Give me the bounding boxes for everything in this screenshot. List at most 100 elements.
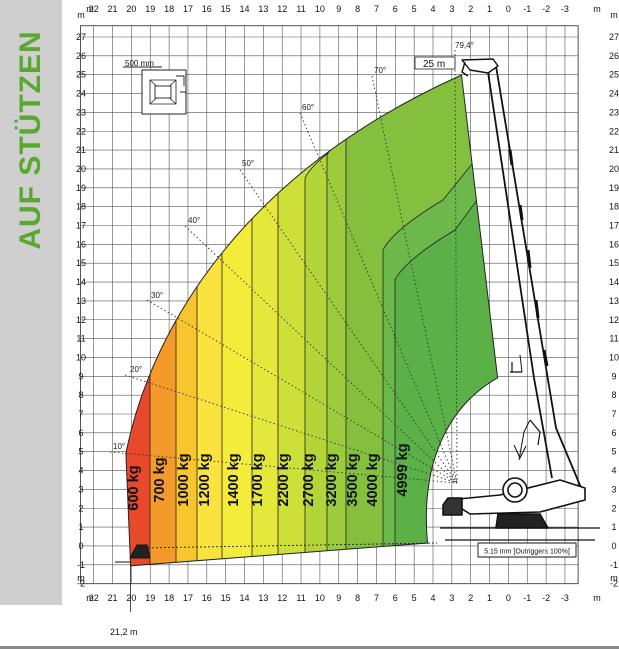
y-tick-right: 20 (609, 164, 619, 174)
grid-frame (80, 25, 579, 585)
x-tick-top: 19 (145, 4, 155, 14)
x-tick-bottom: 21 (108, 593, 118, 603)
y-tick-right: 4 (611, 466, 616, 476)
x-tick-top: -2 (542, 4, 550, 14)
x-tick-top: 8 (355, 4, 360, 14)
x-tick-top: 13 (258, 4, 268, 14)
x-tick-top: 18 (164, 4, 174, 14)
y-tick-left: 19 (76, 183, 86, 193)
y-tick-left: 18 (76, 202, 86, 212)
x-unit-top-right: m (593, 4, 601, 14)
y-tick-left: 21 (76, 145, 86, 155)
y-tick-right: 14 (609, 277, 619, 287)
y-tick-left: 15 (76, 258, 86, 268)
load-label: 1000 kg (176, 453, 192, 506)
x-tick-bottom: -2 (542, 593, 550, 603)
x-unit-bottom-right: m (593, 593, 601, 603)
y-tick-left: 2 (78, 503, 83, 513)
x-tick-bottom: 22 (89, 593, 99, 603)
load-label: 2200 kg (276, 453, 292, 506)
x-tick-top: 21 (108, 4, 118, 14)
y-tick-right: 12 (609, 315, 619, 325)
load-label: 1400 kg (226, 453, 242, 506)
ground-reference-line (139, 542, 438, 549)
y-tick-right: -2 (610, 579, 618, 589)
y-tick-left: 5 (78, 447, 83, 457)
y-tick-left: 7 (78, 409, 83, 419)
x-tick-top: 2 (468, 4, 473, 14)
y-tick-right: 10 (609, 352, 619, 362)
x-tick-bottom: -3 (561, 593, 569, 603)
y-tick-right: 5 (611, 447, 616, 457)
x-tick-top: 14 (239, 4, 249, 14)
y-tick-right: 21 (609, 145, 619, 155)
y-unit-top-left: m (77, 10, 85, 20)
y-tick-left: 3 (78, 484, 83, 494)
x-tick-top: 22 (89, 4, 99, 14)
load-label: 1700 kg (250, 453, 266, 506)
x-tick-bottom: 1 (487, 593, 492, 603)
scale-label: 500 mm (125, 59, 154, 68)
max-reach-label: 21,2 m (110, 627, 138, 637)
boom-length-label: 25 m (423, 59, 445, 70)
load-label: 600 kg (126, 465, 142, 510)
x-tick-top: -1 (523, 4, 531, 14)
x-tick-bottom: 15 (221, 593, 231, 603)
y-tick-right: 1 (611, 522, 616, 532)
y-tick-right: 23 (609, 107, 619, 117)
x-tick-bottom: 12 (277, 593, 287, 603)
x-tick-top: 7 (374, 4, 379, 14)
y-tick-right: 27 (609, 32, 619, 42)
angle-line (239, 169, 458, 484)
x-tick-bottom: 16 (202, 593, 212, 603)
x-tick-top: 16 (202, 4, 212, 14)
x-tick-bottom: 13 (258, 593, 268, 603)
y-tick-left: 10 (76, 352, 86, 362)
y-tick-right: 19 (609, 183, 619, 193)
x-tick-bottom: 4 (430, 593, 435, 603)
y-tick-left: 6 (78, 428, 83, 438)
x-tick-bottom: 10 (315, 593, 325, 603)
outrigger-label: 5.15 mm [Outriggers 100%] (484, 549, 570, 556)
x-tick-top: 3 (449, 4, 454, 14)
y-tick-right: 24 (609, 89, 619, 99)
y-tick-left: 22 (76, 126, 86, 136)
x-tick-bottom: 20 (126, 593, 136, 603)
y-tick-right: 6 (611, 428, 616, 438)
y-tick-right: 11 (609, 334, 618, 344)
y-tick-left: 17 (76, 221, 86, 231)
y-tick-right: 15 (609, 258, 619, 268)
y-tick-left: -2 (77, 579, 85, 589)
y-tick-right: -1 (610, 560, 618, 570)
x-tick-top: 20 (126, 4, 136, 14)
angle-line (371, 75, 458, 484)
x-tick-bottom: 3 (449, 593, 454, 603)
angle-label-79-4: 79,4° (455, 41, 474, 50)
y-tick-right: 0 (611, 541, 616, 551)
y-tick-left: 13 (76, 296, 86, 306)
y-tick-left: 9 (78, 371, 83, 381)
y-unit-top-right: m (610, 10, 618, 20)
load-label: 3200 kg (324, 453, 340, 506)
angle-line (299, 112, 458, 484)
y-tick-left: 24 (76, 89, 86, 99)
load-label: 1200 kg (197, 453, 213, 506)
working-area-outline (125, 74, 499, 567)
angle-label-60: 60° (302, 103, 314, 112)
y-tick-right: 16 (609, 239, 619, 249)
y-tick-right: 18 (609, 202, 619, 212)
y-tick-left: 16 (76, 239, 86, 249)
angle-label-70: 70° (374, 66, 386, 75)
angle-label-50: 50° (242, 159, 254, 168)
angle-lines (109, 49, 458, 484)
y-tick-right: 3 (611, 484, 616, 494)
y-tick-right: 26 (609, 51, 619, 61)
y-tick-left: -1 (77, 560, 85, 570)
angle-label-20: 20° (130, 365, 142, 374)
side-title-band: AUF STÜTZEN (0, 0, 62, 605)
x-tick-bottom: 11 (296, 593, 305, 603)
y-tick-right: 17 (609, 221, 619, 231)
boom-length-box (414, 56, 456, 70)
x-tick-bottom: -1 (523, 593, 531, 603)
